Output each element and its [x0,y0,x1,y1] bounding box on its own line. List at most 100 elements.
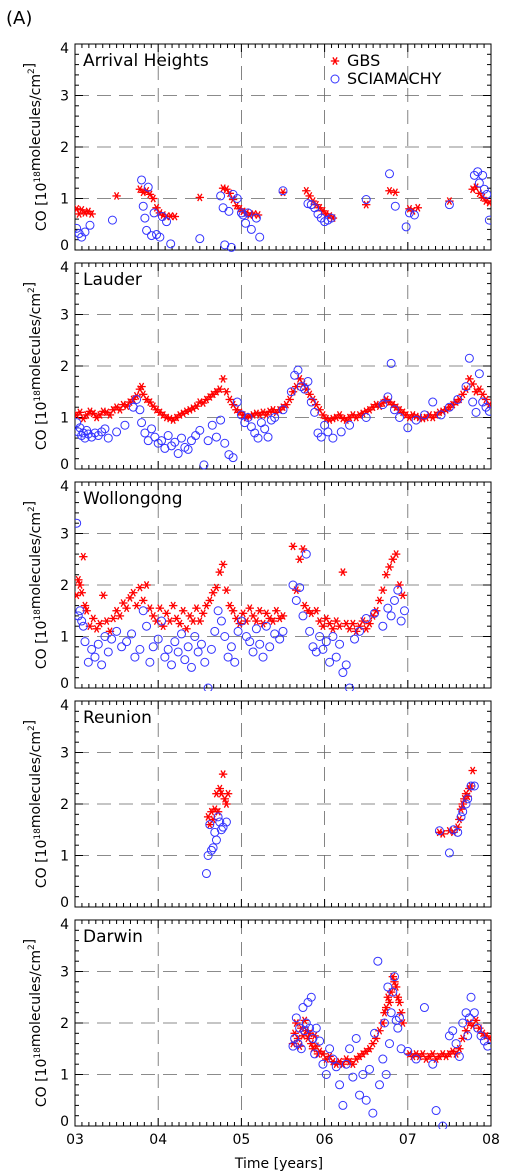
gbs-point [79,414,88,423]
gbs-point [122,604,131,613]
sciamachy-point [383,392,393,402]
sciamachy-point [338,1100,348,1110]
sciamachy-point [368,1108,378,1118]
y-tick-label: 1 [60,1068,69,1084]
gbs-point [225,601,234,610]
sciamachy-point [112,626,122,636]
gbs-point [178,606,188,615]
gbs-point [328,624,338,633]
sciamachy-point [232,397,242,407]
sciamachy-point [157,436,167,446]
sciamachy-point [220,240,230,250]
gbs-point [132,601,141,610]
sciamachy-point [201,869,211,879]
gbs-point [170,212,180,221]
gbs-point [388,555,398,564]
sciamachy-point [315,632,325,641]
sciamachy-point [75,611,83,621]
sciamachy-point [173,449,183,459]
gbs-point [142,581,151,589]
y-axis-label-part: molecules/cm [28,74,44,171]
sciamachy-point [293,1039,303,1049]
sciamachy-point [305,626,315,636]
sciamachy-point [476,1031,486,1041]
sciamachy-point [130,652,140,662]
sciamachy-point [258,652,268,662]
sciamachy-point [75,518,82,528]
sciamachy-point [361,195,371,205]
gbs-point [225,395,234,404]
gbs-point [458,390,467,399]
sciamachy-point [468,397,478,407]
sciamachy-point [180,655,190,665]
sciamachy-point [303,997,313,1007]
sciamachy-point [251,213,261,223]
sciamachy-point [298,1003,308,1013]
sciamachy-point [296,1044,306,1054]
sciamachy-point [145,657,155,667]
sciamachy-point [195,425,205,435]
sciamachy-point [478,397,488,407]
gbs-point [215,568,224,577]
gbs-point [80,601,90,610]
sciamachy-point [311,647,321,657]
sciamachy-point [431,1106,441,1116]
gbs-point [232,201,241,210]
sciamachy-point [291,595,301,605]
sciamachy-point [148,642,158,652]
sciamachy-point [464,353,474,363]
sciamachy-point [270,629,280,639]
sciamachy-point [211,835,221,845]
sciamachy-point [75,223,82,233]
sciamachy-point [103,433,113,443]
gbs-point [145,604,155,613]
y-tick-label: 3 [60,746,69,762]
y-axis-label-part: ] [22,720,38,725]
sciamachy-point [216,191,226,201]
sciamachy-point [444,1031,454,1041]
sciamachy-point [238,210,248,220]
sciamachy-point [458,807,468,817]
sciamachy-point [370,608,380,618]
gbs-point [175,619,185,628]
sciamachy-point [473,1023,483,1033]
legend-gbs-symbol [330,57,340,65]
sciamachy-point [403,1046,413,1056]
sciamachy-point [388,987,398,997]
gbs-point [368,1039,378,1048]
sciamachy-point [361,413,371,422]
sciamachy-point [361,1095,371,1105]
sciamachy-point [469,781,479,791]
sciamachy-point [143,182,153,192]
y-tick-label: 4 [60,41,69,57]
sciamachy-point [132,394,142,404]
sciamachy-point [308,1033,318,1043]
gbs-point [371,1034,381,1043]
sciamachy-point [278,186,288,196]
gbs-point [285,395,294,404]
y-axis-label: CO [1018molecules/cm2] [22,282,50,450]
sciamachy-point [301,549,311,559]
sciamachy-point [365,1064,375,1074]
legend-label: SCIAMACHY [347,69,442,88]
sciamachy-point [479,184,489,194]
sciamachy-point [205,820,215,830]
sciamachy-point [203,683,213,691]
sciamachy-point [236,616,246,626]
sciamachy-point [251,624,261,634]
sciamachy-point [444,848,454,858]
y-tick-label: 3 [60,89,69,105]
gbs-point [300,601,309,610]
y-axis-label-part: ] [22,939,38,944]
sciamachy-point [404,208,414,218]
sciamachy-point [458,1018,468,1028]
sciamachy-point [396,616,406,626]
gbs-point [109,614,118,623]
gbs-point [218,770,228,779]
panel-title: Darwin [83,927,143,947]
sciamachy-point [301,1018,311,1028]
y-axis-label-part: molecules/cm [28,731,44,828]
